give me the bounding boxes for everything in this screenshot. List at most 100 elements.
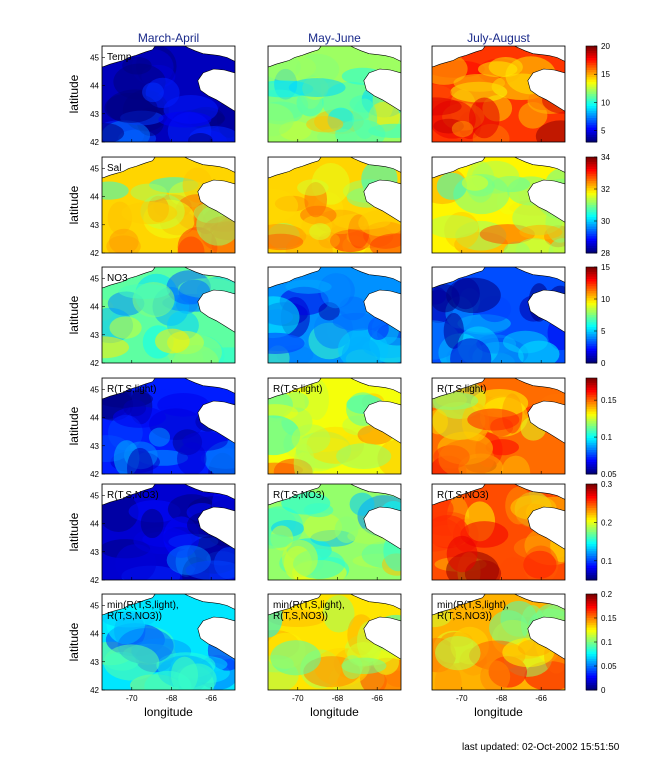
land-mass <box>514 267 565 283</box>
field-blob <box>432 97 462 116</box>
panel-frame <box>267 593 402 691</box>
field-blob <box>185 560 235 580</box>
column-title: July-August <box>467 31 530 45</box>
y-tick-label: 42 <box>90 686 99 695</box>
panel-frame <box>431 593 566 691</box>
panel-label: R(T,S,light) <box>437 384 486 395</box>
y-tick-label: 43 <box>90 110 99 119</box>
land-mass <box>102 594 156 616</box>
field-blob <box>432 286 447 305</box>
land-mass <box>268 378 322 400</box>
field-blob <box>268 332 305 354</box>
land-mass <box>184 157 235 173</box>
colorbar-tick-label: 34 <box>601 153 610 162</box>
field-blob <box>349 492 375 516</box>
panel-label: R(T,S,NO3) <box>437 490 489 501</box>
panel-frame <box>431 483 566 581</box>
panel-frame <box>431 156 566 254</box>
heatmap-panel <box>431 266 566 364</box>
land-mass <box>363 506 401 550</box>
land-mass <box>363 289 401 333</box>
field-blob <box>122 56 152 75</box>
colorbar-tick-label: 20 <box>601 42 610 51</box>
land-mass <box>184 594 235 610</box>
panel-label: R(T,S,NO3) <box>107 490 159 501</box>
panel-frame <box>101 483 236 581</box>
y-tick-label: 42 <box>90 576 99 585</box>
panel-label: Sal <box>107 163 121 174</box>
colorbar-tick-label: 0.2 <box>601 518 613 527</box>
field-blob <box>154 328 190 354</box>
land-mass <box>184 46 235 62</box>
land-mass <box>363 68 401 112</box>
colorbar-tick-label: 0.15 <box>601 396 617 405</box>
panel-frame <box>101 45 236 143</box>
land-mass <box>350 378 401 394</box>
field-blob <box>103 644 160 681</box>
field-blob <box>332 312 381 331</box>
colorbar-tick-label: 0.1 <box>601 433 613 442</box>
x-tick-label: -70 <box>126 694 138 703</box>
colorbar-tick-label: 10 <box>601 98 610 107</box>
land-mass <box>527 179 565 223</box>
heatmap-panel <box>267 156 402 254</box>
field-blob <box>334 516 359 543</box>
panel-label: R(T,S,NO3)) <box>107 611 162 622</box>
field-blob <box>288 78 346 97</box>
panel-label: min(R(T,S,light), <box>273 600 345 611</box>
field-blob <box>304 378 329 421</box>
field-blob <box>121 201 178 225</box>
field-blob <box>118 283 171 299</box>
land-mass <box>184 267 235 283</box>
panel-label: NO3 <box>107 273 128 284</box>
colorbar-tick-label: 0.05 <box>601 662 617 671</box>
y-tick-label: 45 <box>90 385 99 394</box>
heatmap-panel: R(T,S,light) <box>267 377 402 475</box>
panel-frame <box>101 593 236 691</box>
field-blob <box>104 92 158 123</box>
field-blob <box>115 544 157 580</box>
colorbar-tick-label: 30 <box>601 217 610 226</box>
land-mass <box>268 157 322 179</box>
field-blob <box>432 215 479 239</box>
colorbar-tick-label: 28 <box>601 249 610 258</box>
y-axis-label: latitude <box>67 512 81 551</box>
y-tick-label: 44 <box>90 414 99 423</box>
field-blob <box>336 443 392 469</box>
field-blob <box>446 277 501 314</box>
land-mass <box>268 46 322 68</box>
y-tick-label: 45 <box>90 601 99 610</box>
x-tick-label: -66 <box>205 694 217 703</box>
panel-label: R(T,S,light) <box>107 384 156 395</box>
panel-frame <box>431 266 566 364</box>
field-blob <box>480 660 511 690</box>
panel-label: R(T,S,light) <box>273 384 322 395</box>
y-tick-label: 44 <box>90 520 99 529</box>
x-axis-label: longitude <box>144 705 193 719</box>
y-axis-label: latitude <box>67 185 81 224</box>
land-mass <box>527 400 565 444</box>
panel-frame <box>431 377 566 475</box>
field-blob <box>320 272 351 309</box>
field-blob <box>109 316 142 339</box>
y-tick-label: 42 <box>90 249 99 258</box>
field-blob <box>268 103 294 137</box>
land-mass <box>197 400 235 444</box>
y-tick-label: 44 <box>90 630 99 639</box>
land-mass <box>350 267 401 283</box>
land-mass <box>350 594 401 610</box>
field-blob <box>157 393 210 417</box>
field-blob <box>432 409 448 435</box>
field-blob <box>281 539 318 578</box>
land-mass <box>363 616 401 660</box>
land-mass <box>527 289 565 333</box>
y-axis-label: latitude <box>67 622 81 661</box>
land-mass <box>102 484 156 506</box>
y-axis-label: latitude <box>67 295 81 334</box>
field-blob <box>436 172 468 200</box>
panel-frame <box>267 45 402 143</box>
field-blob <box>434 635 481 671</box>
field-blob <box>446 535 478 573</box>
land-mass <box>432 594 486 616</box>
